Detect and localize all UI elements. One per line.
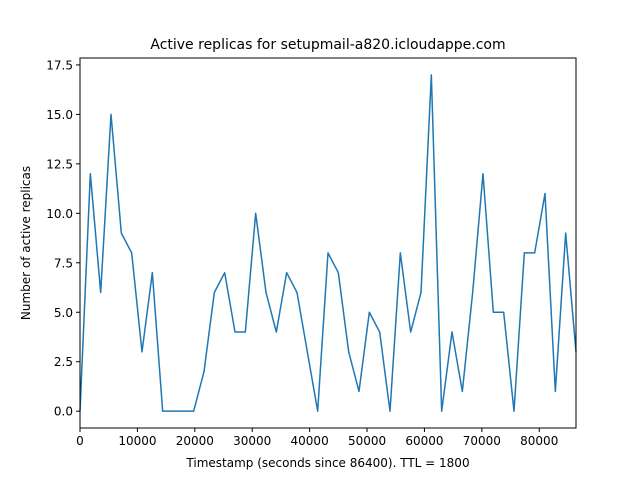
y-tick-label: 2.5 bbox=[54, 355, 73, 369]
chart-title: Active replicas for setupmail-a820.iclou… bbox=[150, 37, 505, 53]
x-tick-label: 20000 bbox=[176, 434, 214, 448]
x-tick-label: 10000 bbox=[118, 434, 156, 448]
x-tick-label: 30000 bbox=[233, 434, 271, 448]
y-tick-label: 7.5 bbox=[54, 256, 73, 270]
plot-area bbox=[79, 74, 577, 412]
x-tick-label: 40000 bbox=[291, 434, 329, 448]
y-tick-label: 0.0 bbox=[54, 405, 73, 419]
x-axis: 0 10000 20000 30000 40000 50000 60000 70000 8000… bbox=[76, 428, 558, 448]
series-line-0 bbox=[79, 74, 577, 412]
y-tick-label: 10.0 bbox=[46, 207, 73, 221]
y-tick-label: 12.5 bbox=[46, 157, 73, 171]
x-tick-label: 70000 bbox=[463, 434, 501, 448]
y-tick-label: 15.0 bbox=[46, 108, 73, 122]
y-tick-label: 17.5 bbox=[46, 58, 73, 72]
x-tick-label: 0 bbox=[76, 434, 84, 448]
axes-frame bbox=[79, 57, 577, 429]
x-tick-label: 80000 bbox=[520, 434, 558, 448]
x-tick-label: 60000 bbox=[405, 434, 443, 448]
y-axis: 0.0 2.5 5.0 7.5 10.0 12.5 15.0 17.5 bbox=[46, 58, 80, 419]
y-tick-label: 5.0 bbox=[54, 306, 73, 320]
y-axis-label: Number of active replicas bbox=[19, 166, 33, 320]
x-axis-label: Timestamp (seconds since 86400). TTL = 1… bbox=[185, 456, 469, 470]
x-tick-label: 50000 bbox=[348, 434, 386, 448]
